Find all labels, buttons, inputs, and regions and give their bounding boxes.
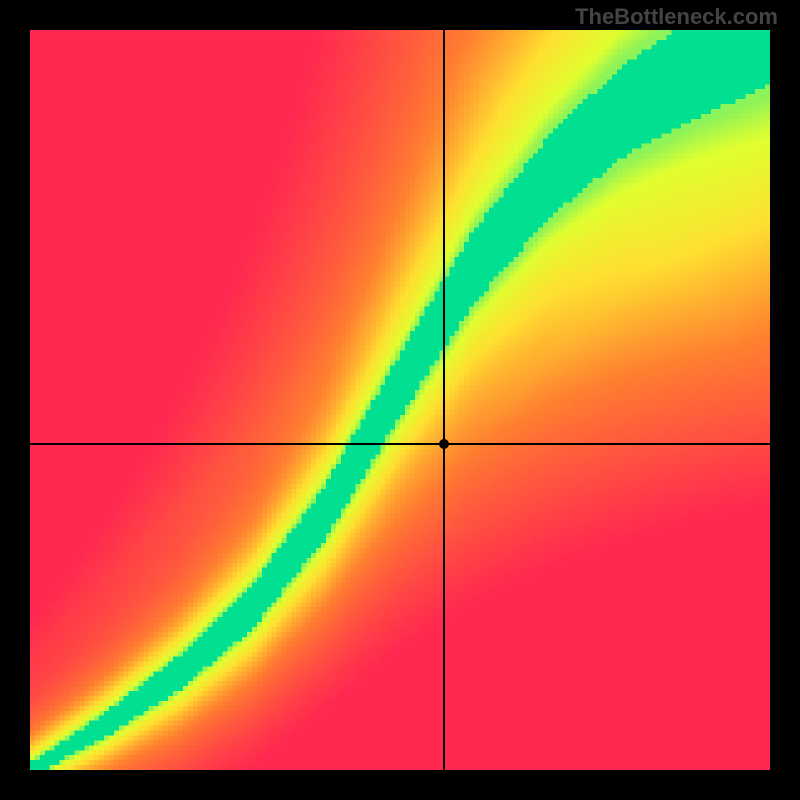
crosshair-vertical: [443, 30, 445, 770]
watermark-text: TheBottleneck.com: [575, 4, 778, 30]
crosshair-horizontal: [30, 443, 770, 445]
heatmap-canvas: [30, 30, 770, 770]
marker-dot: [439, 439, 449, 449]
